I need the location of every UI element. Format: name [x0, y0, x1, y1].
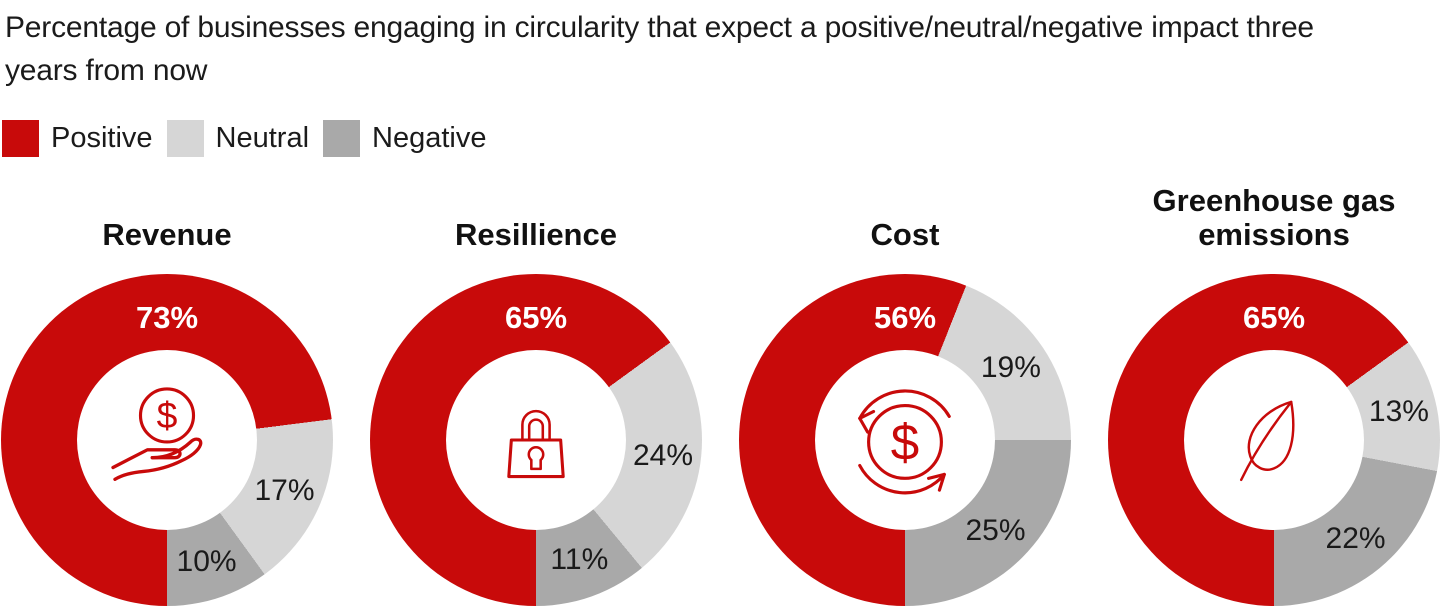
donut-hole — [446, 350, 626, 530]
donut-hole — [1184, 350, 1364, 530]
legend: Positive Neutral Negative — [2, 120, 501, 157]
dollar-cycle-icon: $ — [858, 389, 951, 495]
legend-swatch-neutral — [166, 120, 204, 157]
donut-chart-resilience: 65% 24% 11% — [370, 274, 702, 606]
legend-label-positive: Positive — [51, 122, 153, 154]
segment-label-positive: 65% — [1242, 300, 1306, 335]
svg-text:$: $ — [157, 394, 178, 436]
donut-hole: $ — [815, 350, 995, 530]
segment-label-negative: 10% — [176, 544, 237, 578]
chart-title-revenue: Revenue — [102, 217, 232, 252]
legend-item-neutral: Neutral — [166, 120, 310, 157]
leaf-icon — [1239, 400, 1295, 481]
donut-chart-revenue: $ 73% 17% 10% — [1, 274, 333, 606]
legend-swatch-negative — [323, 120, 361, 157]
segment-label-neutral: 13% — [1368, 395, 1429, 429]
segment-label-negative: 22% — [1325, 521, 1386, 555]
donut-chart-cost: $ 56% 19% 25% — [739, 274, 1071, 606]
legend-item-negative: Negative — [323, 120, 487, 157]
chart-group-cost: Cost $ 56% 19% 25% — [739, 158, 1071, 606]
segment-label-positive: 73% — [135, 300, 199, 335]
chart-group-revenue: Revenue $ 73% 17% 10% — [1, 158, 333, 606]
segment-label-neutral: 19% — [980, 351, 1041, 385]
figure-title: Percentage of businesses engaging in cir… — [5, 11, 1314, 87]
chart-group-greenhouse-gas: Greenhouse gas emissions 65% 13% 22% — [1108, 158, 1440, 606]
segment-label-neutral: 24% — [632, 439, 694, 473]
chart-title-cost: Cost — [870, 217, 940, 252]
segment-label-negative: 11% — [550, 543, 609, 577]
legend-label-neutral: Neutral — [215, 122, 310, 154]
chart-title-resilience: Resillience — [455, 217, 617, 252]
donut-hole: $ — [77, 350, 257, 530]
svg-text:$: $ — [891, 414, 919, 471]
legend-swatch-positive — [2, 120, 39, 157]
segment-label-negative: 25% — [965, 513, 1026, 547]
segment-label-positive: 56% — [873, 300, 937, 335]
legend-item-positive: Positive — [2, 120, 153, 157]
chart-title-greenhouse-gas: Greenhouse gas emissions — [1152, 183, 1396, 252]
padlock-icon — [507, 409, 565, 479]
legend-label-negative: Negative — [372, 122, 487, 154]
segment-label-neutral: 17% — [254, 473, 315, 507]
chart-group-resilience: Resillience 65% 24% 11% — [370, 158, 702, 606]
hand-coin-icon: $ — [111, 387, 203, 481]
segment-label-positive: 65% — [504, 300, 568, 335]
donut-chart-greenhouse-gas: 65% 13% 22% — [1108, 274, 1440, 606]
